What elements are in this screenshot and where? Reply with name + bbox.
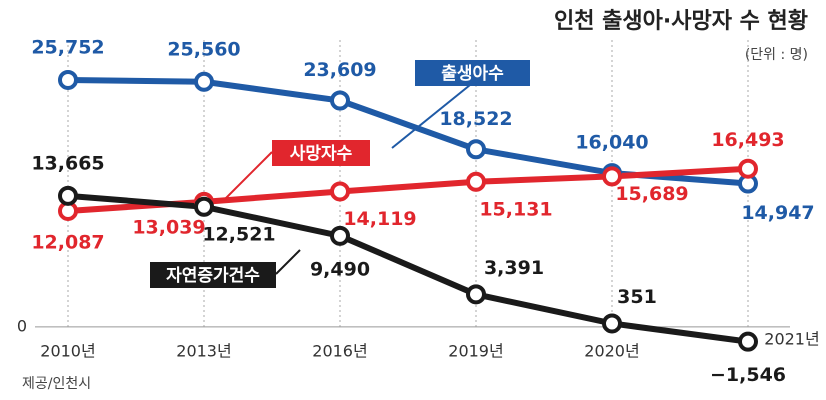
value-label: 16,493: [711, 129, 784, 151]
value-label: 18,522: [439, 108, 512, 130]
value-label: 3,391: [484, 257, 544, 279]
chart-title: 인천 출생아·사망자 수 현황: [554, 9, 808, 34]
legend-box: [150, 262, 276, 288]
point: [738, 158, 758, 179]
point: [738, 331, 758, 352]
point: [58, 185, 78, 206]
value-label: 15,689: [615, 183, 688, 205]
point: [330, 181, 350, 202]
value-label: 12,521: [202, 223, 275, 245]
point: [194, 196, 214, 217]
point: [466, 284, 486, 305]
legend-box: [272, 140, 370, 166]
legend-connector: [391, 84, 471, 149]
value-label: 16,040: [575, 132, 648, 154]
point: [58, 69, 78, 90]
point: [466, 171, 486, 192]
y-tick-label: 0: [17, 316, 27, 335]
value-label: 13,039: [132, 216, 205, 238]
point: [330, 90, 350, 111]
value-label: 25,560: [167, 38, 240, 60]
x-tick-label: 2020년: [584, 342, 639, 361]
legend-box: [415, 60, 530, 86]
value-label: 14,119: [343, 208, 416, 230]
value-label: 351: [617, 286, 657, 308]
legend-label: 사망자수: [290, 144, 353, 164]
point: [194, 71, 214, 92]
x-tick-label: 2021년: [764, 330, 819, 349]
source: 제공/인천시: [22, 376, 91, 392]
point: [602, 313, 622, 334]
legend-label: 자연증가건수: [166, 266, 260, 286]
legend-label: 출생아수: [441, 64, 504, 84]
value-label: −1,546: [710, 364, 786, 386]
point: [330, 225, 350, 246]
value-label: 15,131: [479, 198, 552, 220]
value-label: 13,665: [31, 152, 104, 174]
value-label: 9,490: [310, 258, 370, 280]
value-label: 12,087: [31, 231, 104, 253]
x-tick-label: 2010년: [40, 342, 95, 361]
series-line: [67, 192, 749, 345]
point: [466, 139, 486, 160]
x-tick-label: 2013년: [176, 342, 231, 361]
chart-subtitle: (단위 : 명): [745, 47, 808, 63]
legend-connector: [275, 249, 301, 275]
x-tick-label: 2019년: [448, 342, 503, 361]
x-tick-label: 2016년: [312, 342, 367, 361]
value-label: 25,752: [31, 36, 104, 58]
value-label: 14,947: [741, 202, 814, 224]
legend-connector: [221, 151, 273, 203]
value-label: 23,609: [303, 59, 376, 81]
point: [602, 166, 622, 187]
